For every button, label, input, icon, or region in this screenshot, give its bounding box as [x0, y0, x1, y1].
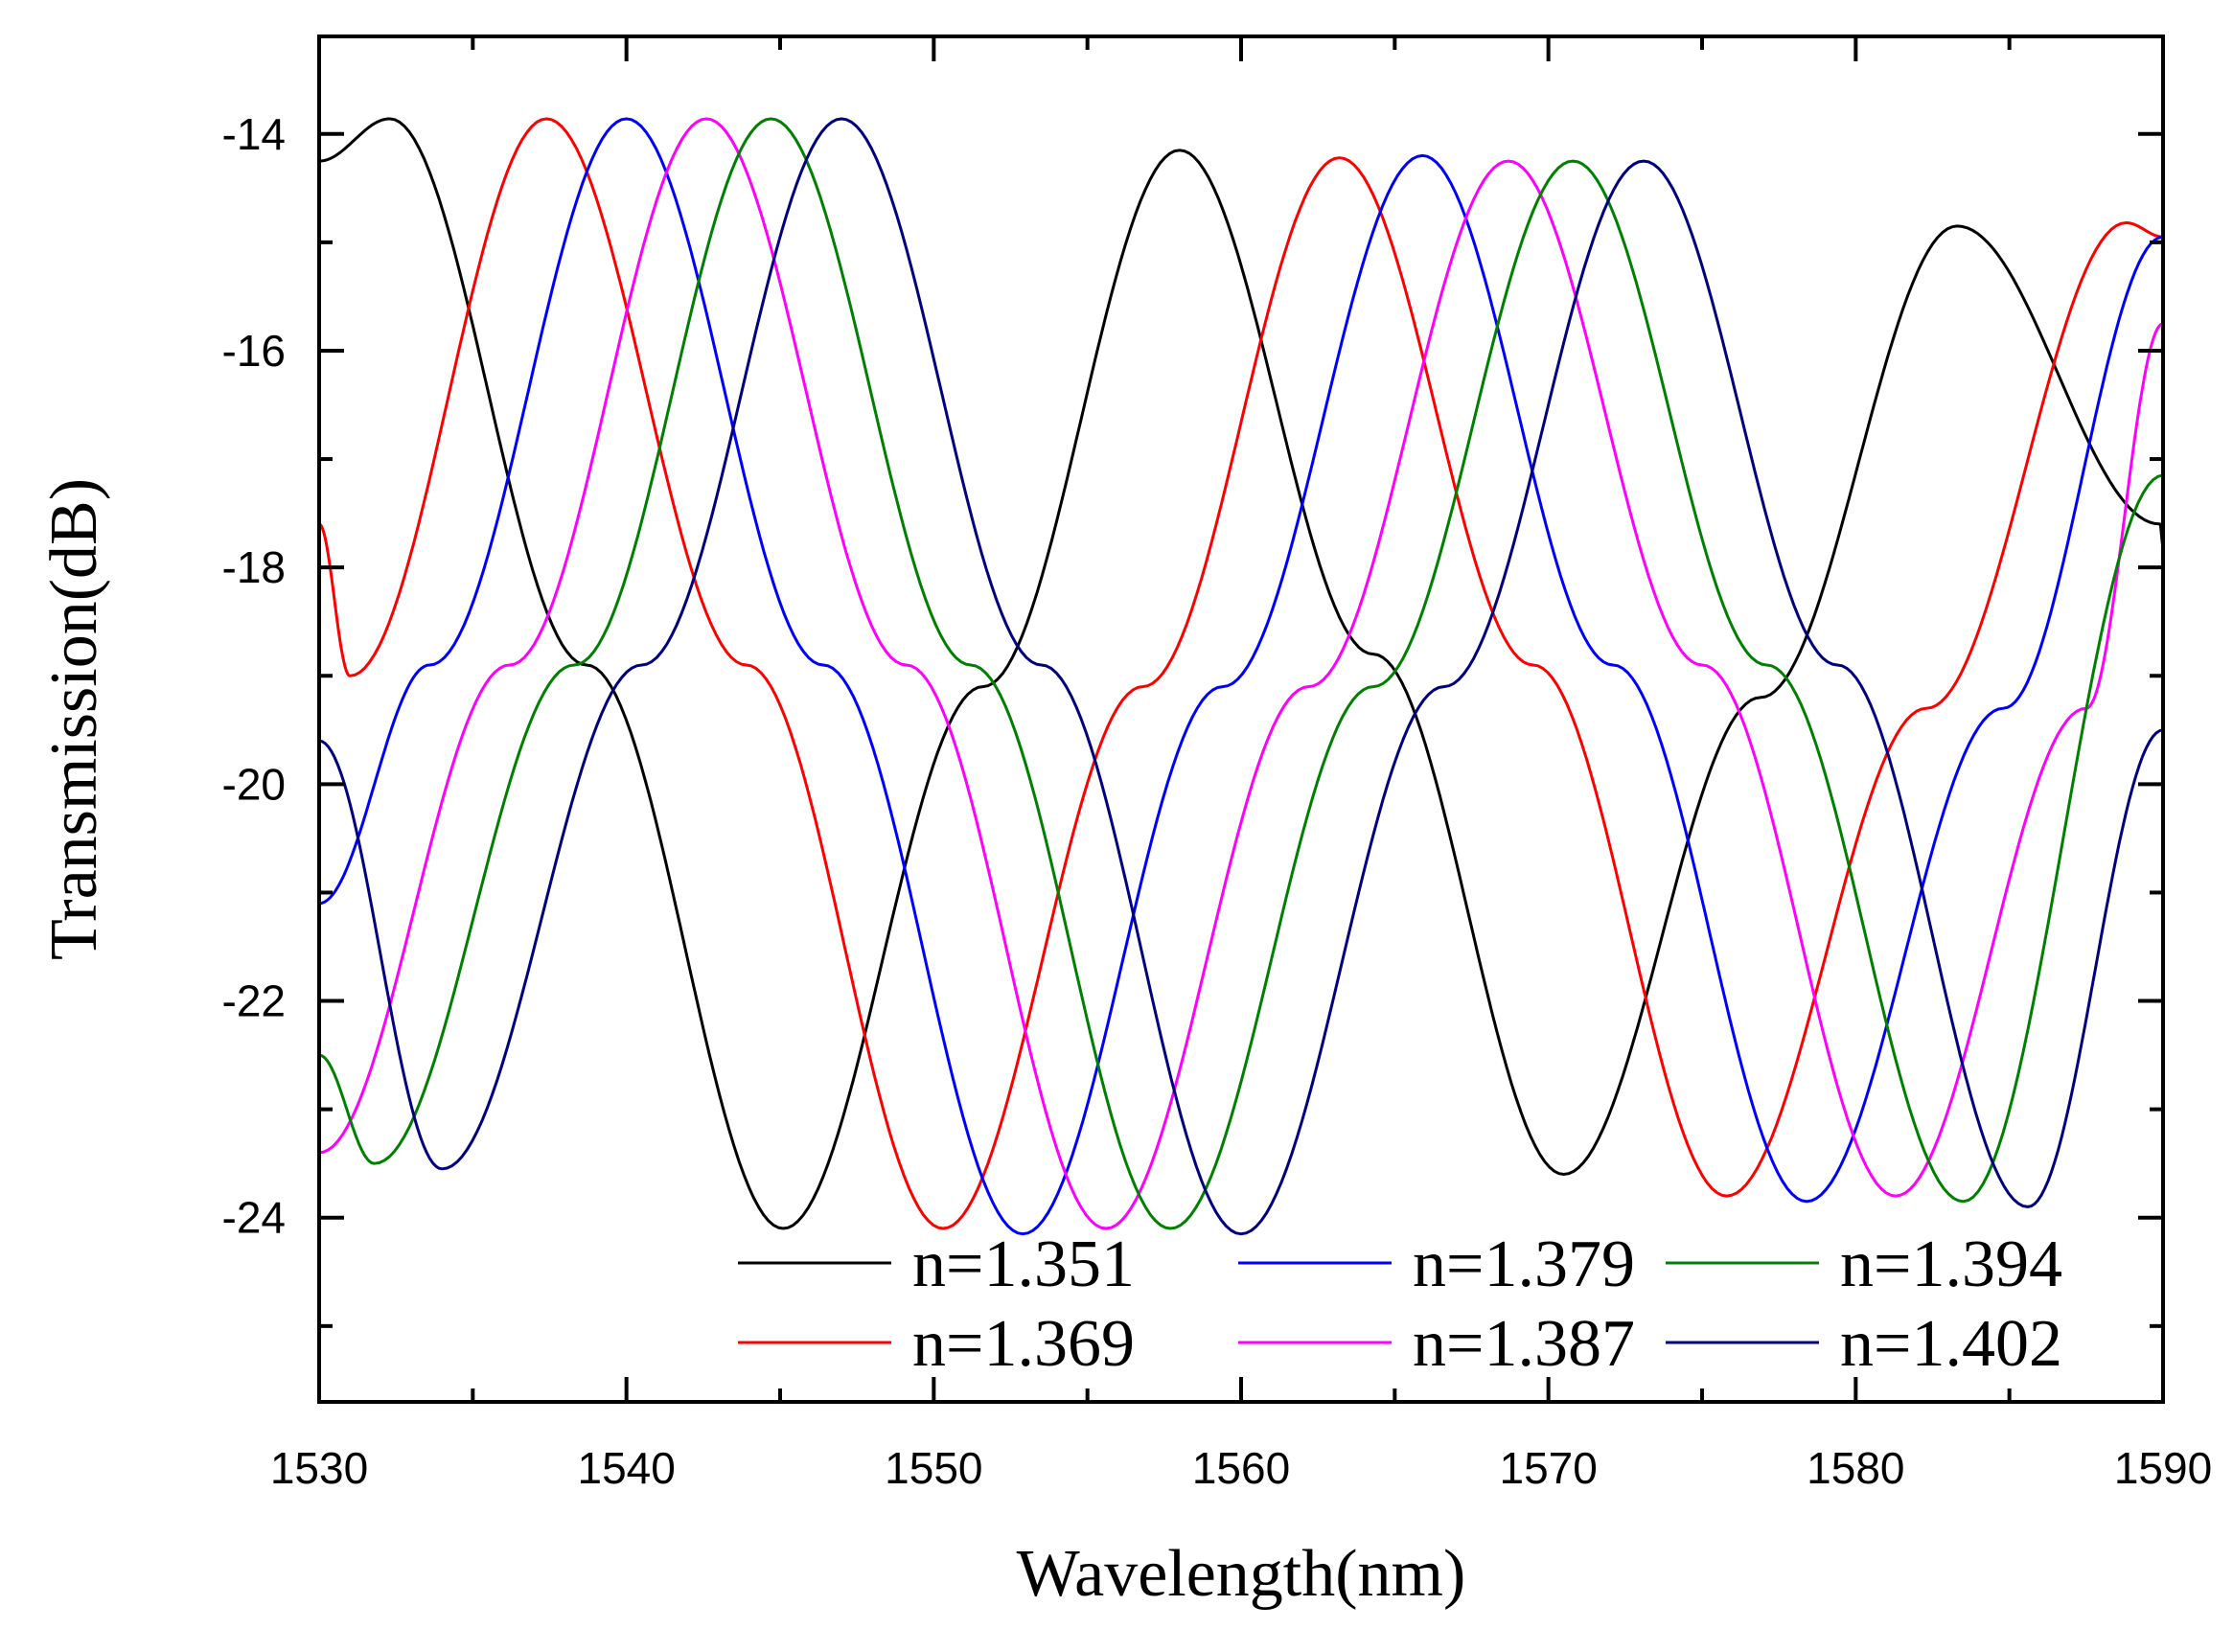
y-tick-label: -18 — [222, 542, 286, 592]
x-axis-title: Wavelength(nm) — [1017, 1537, 1466, 1611]
y-tick-label: -24 — [222, 1193, 286, 1243]
legend-label: n=1.387 — [1413, 1307, 1635, 1381]
x-tick-label: 1590 — [2114, 1443, 2212, 1493]
x-tick-label: 1550 — [885, 1443, 982, 1493]
y-tick-label: -22 — [222, 976, 286, 1026]
x-tick-label: 1580 — [1807, 1443, 1904, 1493]
legend-label: n=1.369 — [912, 1307, 1135, 1381]
y-tick-label: -20 — [222, 759, 286, 809]
legend-label: n=1.394 — [1840, 1228, 2062, 1301]
legend-label: n=1.351 — [912, 1228, 1135, 1301]
y-tick-labels: -24 -22 -20 -18 -16 -14 — [222, 109, 286, 1243]
axis-ticks — [317, 36, 2165, 1402]
plot-frame — [317, 34, 2165, 1404]
legend-label: n=1.402 — [1840, 1307, 2062, 1381]
series-line-n1379 — [319, 117, 2163, 1236]
legend-label: n=1.379 — [1413, 1228, 1635, 1301]
y-axis-title: Transmission(dB) — [37, 478, 111, 960]
y-tick-label: -14 — [222, 109, 286, 159]
x-tick-label: 1540 — [577, 1443, 675, 1493]
series-line-n1387 — [319, 117, 2163, 1230]
x-tick-labels: 1530 1540 1550 1560 1570 1580 1590 — [270, 1443, 2212, 1493]
series-line-n1351 — [319, 117, 2163, 1230]
x-tick-label: 1570 — [1499, 1443, 1597, 1493]
series-group — [319, 117, 2163, 1236]
y-tick-label: -16 — [222, 326, 286, 376]
x-tick-label: 1530 — [270, 1443, 368, 1493]
series-line-n1402 — [319, 117, 2163, 1236]
series-line-n1394 — [319, 117, 2163, 1230]
x-tick-label: 1560 — [1192, 1443, 1290, 1493]
series-line-n1369 — [319, 117, 2163, 1230]
